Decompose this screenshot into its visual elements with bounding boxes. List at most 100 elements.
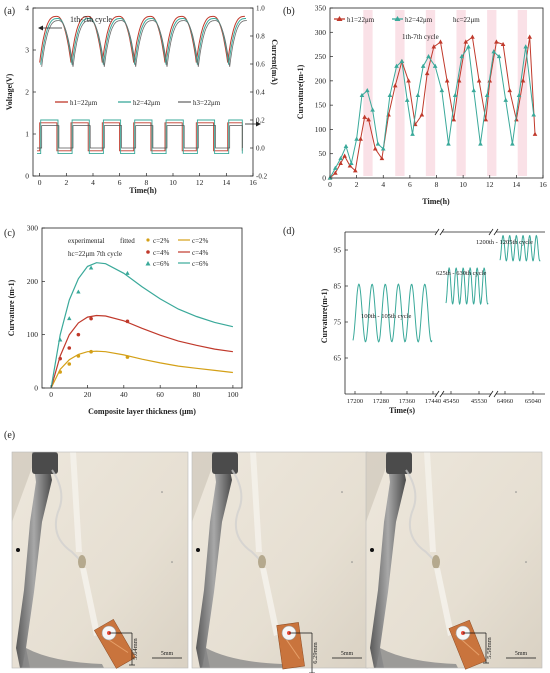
panel-b-marker-0 (444, 78, 450, 83)
panel-a-voltage-current: 0 2 4 6 8 10 12 14 1601234-0.20.00.20.40.60.81.0… (5, 4, 279, 196)
panel-b-marker-1 (399, 58, 405, 64)
panel-b-marker-1 (404, 97, 410, 102)
panel-a-voltage-h1 (39, 15, 245, 63)
panel-a-xtick-label: 16 (249, 178, 257, 187)
panel-b-marker-0 (419, 112, 425, 117)
panel-c-legend-f1: c=2% (192, 237, 209, 245)
panel-a-y2tick-label: 0.8 (256, 33, 265, 41)
panel-d-ytick-label: 85 (334, 282, 342, 291)
panel-c-fit-2 (50, 262, 234, 389)
panel-a-series (37, 15, 247, 155)
panel-b-marker-0 (342, 153, 347, 158)
panel-b-ytick-label: 200 (315, 76, 327, 85)
panel-c-point-0 (76, 354, 81, 358)
panel-c-ytick-label: 100 (27, 330, 39, 339)
panel-b-series (327, 34, 538, 180)
panel-b-marker-0 (476, 78, 482, 83)
panel-b-marker-1 (338, 155, 343, 161)
panel-b-marker-0 (470, 34, 475, 39)
panel-b-marker-0 (379, 155, 385, 161)
panel-b-marker-0 (362, 114, 367, 119)
panel-d-break (439, 228, 445, 236)
panel-c-curvature-thickness: 0 20 40 60 80 100 0 100 200 300 experimental fitt… (7, 224, 243, 416)
panel-c-point-0 (67, 362, 72, 366)
panel-b-marker-1 (471, 87, 477, 93)
panel-b-legend-1: h1=22μm (347, 16, 375, 24)
panel-b-xtick-label: 16 (539, 180, 547, 189)
panel-c-ticks: 0 20 40 60 80 100 0 100 200 300 (27, 224, 239, 400)
panel-a-xtick-label: 12 (196, 178, 204, 187)
panel-b-marker-1 (439, 87, 445, 93)
panel-b-xtick-label: 2 (355, 180, 359, 189)
panel-b-marker-1 (370, 107, 375, 112)
panel-a-ytick-label: 1 (25, 130, 29, 139)
panel-b-bands (363, 10, 528, 176)
panel-a-y2tick-label: 0.4 (256, 89, 265, 97)
panel-e-photos: 5.64mm 5mm 6.29mm 5mm 5.58mm 5mm (11, 451, 543, 673)
panel-d-break (434, 228, 440, 236)
panel-c-ylabel: Curvature (m-1) (7, 279, 16, 336)
panel-b-ytick-label: 0 (322, 174, 326, 183)
panel-d-ytick-label: 65 (334, 354, 342, 363)
panel-a-ylabel: Voltage(V) (5, 73, 14, 110)
panel-b-xtick-label: 14 (513, 180, 521, 189)
panel-b-annotation: 1th-7th cycle (402, 33, 439, 41)
panel-b-marker-0 (406, 78, 411, 83)
panel-b-band (487, 10, 497, 176)
panel-a-arrowhead-right (256, 121, 261, 127)
panel-b-legend-3: hc=22μm (453, 16, 480, 24)
panel-a-current-h1 (37, 122, 243, 152)
panel-c-legend: experimental fitted hc=22μm 7th cycle c=… (68, 237, 209, 268)
panel-b-marker-1 (510, 141, 515, 146)
panel-d-xtick-label: 45530 (471, 398, 487, 405)
panel-c-legend-e1: c=2% (153, 237, 170, 245)
photo-dimension-label: 5.58mm (486, 637, 493, 659)
panel-c-xtick-label: 100 (227, 390, 239, 399)
panel-c-point-2 (57, 337, 63, 342)
panel-b-band (425, 10, 436, 176)
photo-border (11, 451, 189, 669)
photo-3: 5.58mm 5mm (365, 451, 543, 670)
panel-b-ytick-label: 150 (315, 101, 327, 110)
panel-a-legend-2: h2=42μm (133, 99, 161, 107)
photo-2: 6.29mm 5mm (191, 451, 369, 673)
panel-label-e: (e) (4, 430, 15, 441)
photo-dimension-label: 5.64mm (132, 638, 139, 660)
panel-b-ytick-label: 300 (315, 28, 327, 37)
panel-c-ytick-label: 0 (34, 384, 38, 393)
panel-b-marker-0 (520, 78, 526, 83)
panel-c-legend-fit: fitted (120, 237, 135, 245)
scale-bar-label: 5mm (515, 651, 528, 657)
panel-b-marker-0 (483, 117, 489, 122)
panel-b-marker-0 (532, 131, 538, 136)
panel-label-b: (b) (283, 6, 295, 17)
panel-d-xtick-label: 45450 (443, 398, 459, 405)
panel-b-marker-1 (415, 92, 421, 98)
panel-b-marker-1 (354, 136, 359, 141)
panel-d-ylabel: Curvature(m-1) (320, 288, 329, 343)
panel-a-current-h3 (37, 125, 243, 149)
panel-c-series (50, 262, 234, 389)
panel-c-annotation: hc=22μm 7th cycle (68, 250, 122, 258)
panel-b-band (456, 10, 466, 176)
panel-b-marker-1 (446, 141, 451, 146)
panel-b-marker-0 (372, 146, 378, 151)
panel-label-c: (c) (4, 228, 15, 239)
panel-a-y2tick-label: 0.0 (256, 145, 265, 153)
panel-d-xtick-label: 17200 (347, 398, 363, 405)
panel-b-marker-1 (496, 53, 502, 59)
panel-b-marker-1 (375, 141, 381, 146)
panel-b-ticks: 0 2 4 6 8 10 12 14 16 0 50 100 150 200 250 300 350 (315, 4, 547, 190)
photo-1: 5.64mm 5mm (11, 451, 189, 669)
panel-c-xlabel: Composite layer thickness (μm) (88, 407, 196, 416)
panel-b-marker-1 (484, 92, 490, 98)
panel-d-xtick-label: 17360 (399, 398, 415, 405)
panel-label-d: (d) (283, 226, 295, 237)
panel-a-xtick-label: 8 (144, 178, 148, 187)
panel-b-marker-1 (516, 92, 522, 98)
panel-c-legend-exp: experimental (68, 237, 105, 245)
panel-d-wave-2 (499, 234, 541, 262)
panel-b-ylabel: Curvature(m-1) (296, 64, 305, 119)
panel-b-xlabel: Time(h) (422, 197, 450, 206)
panel-a-legend: h1=22μm h2=42μm h3=22μm (55, 99, 221, 107)
